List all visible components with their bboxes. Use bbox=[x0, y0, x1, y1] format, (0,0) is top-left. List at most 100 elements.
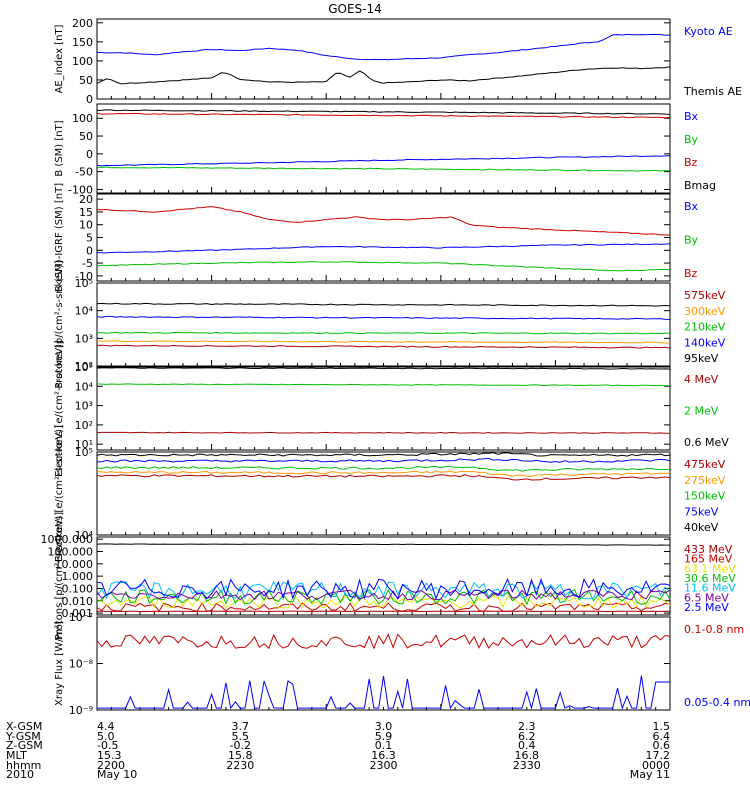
panel-5: 10¹ 10² 10³ 10⁴ 10⁵ Electrons [e/(cm²-s-sr-ke… bbox=[54, 340, 729, 477]
x-axis-row-label: MLT bbox=[6, 749, 27, 762]
series-line bbox=[96, 452, 671, 457]
y-tick-label: 0 bbox=[86, 93, 93, 106]
y-tick-label: 0 bbox=[86, 148, 93, 161]
panel-frame bbox=[96, 536, 671, 616]
series-line bbox=[96, 155, 671, 167]
y-tick-label: 10⁴ bbox=[75, 305, 94, 318]
panel-frame bbox=[96, 451, 671, 536]
y-axis-label: AE_index [nT] bbox=[54, 24, 65, 93]
panel-1: 0 50 100 150 200 AE_index [nT] Kyoto AE Themis … bbox=[54, 17, 742, 106]
y-tick-label: 10⁻⁹ bbox=[69, 704, 93, 717]
legend-label: Bx bbox=[684, 200, 699, 213]
legend-label: Bx bbox=[684, 110, 699, 123]
x-axis-value: 0.4 bbox=[518, 739, 536, 752]
series-line bbox=[96, 543, 670, 546]
x-axis-value: 2230 bbox=[226, 759, 254, 772]
x-axis-value: -0.2 bbox=[230, 739, 251, 752]
y-tick-label: 15 bbox=[79, 206, 93, 219]
legend-label: 165 MeV bbox=[684, 553, 733, 566]
x-axis-value: May 10 bbox=[97, 768, 137, 781]
y-axis-label: B (SM) [nT] bbox=[54, 120, 65, 176]
series-line bbox=[96, 594, 671, 609]
x-axis-value: 5.9 bbox=[375, 730, 393, 743]
legend-label: 6.5 MeV bbox=[684, 591, 729, 604]
legend-label: 95keV bbox=[684, 352, 719, 365]
series-line bbox=[96, 588, 671, 606]
series-line bbox=[96, 589, 671, 601]
series-line bbox=[96, 315, 671, 320]
panel-frame bbox=[96, 193, 671, 282]
legend-label: Bz bbox=[684, 267, 698, 280]
y-axis-label: Protons [p/(cm²-s-sr-keV)] bbox=[54, 512, 65, 640]
series-line bbox=[97, 33, 671, 61]
legend-label: 2.5 MeV bbox=[684, 601, 729, 614]
x-axis-value: 15.3 bbox=[97, 749, 122, 762]
x-axis-value: 5.5 bbox=[232, 730, 250, 743]
x-axis-value: 0.6 bbox=[653, 739, 671, 752]
series-line bbox=[97, 675, 670, 711]
y-tick-label: 10⁻⁸ bbox=[69, 658, 94, 671]
series-line bbox=[96, 206, 671, 236]
y-tick-label: 0 bbox=[86, 244, 93, 257]
legend-label: Bz bbox=[684, 156, 698, 169]
x-axis-value: 3.7 bbox=[232, 720, 250, 733]
legend-label: 150keV bbox=[684, 490, 726, 503]
y-tick-label: 10⁵ bbox=[75, 361, 93, 374]
series-line bbox=[96, 367, 671, 370]
panel-4: 10² 10³ 10⁴ 10⁵ Protons [p/(cm²-s-sr-keV)] 57… bbox=[54, 260, 726, 388]
y-axis-label: Electrons [e/(cm²-s-sr-keV)] bbox=[54, 340, 65, 477]
x-axis-value: 6.2 bbox=[518, 730, 536, 743]
legend-label: 11.6 MeV bbox=[684, 582, 736, 595]
x-axis-value: 1.5 bbox=[653, 720, 671, 733]
y-axis-label: B (SM)-IGRF (SM) [nT] bbox=[54, 183, 65, 292]
legend-label: 575keV bbox=[684, 289, 726, 302]
legend-label: 140keV bbox=[684, 336, 726, 349]
y-tick-label: 1.000 bbox=[62, 570, 94, 583]
legend-label: 475keV bbox=[684, 458, 726, 471]
legend-label: 210keV bbox=[684, 321, 726, 334]
series-line bbox=[96, 344, 671, 349]
legend-label: 40keV bbox=[684, 521, 719, 534]
y-tick-label: 10¹ bbox=[75, 438, 93, 451]
x-axis-value: 16.3 bbox=[371, 749, 396, 762]
legend-label: By bbox=[684, 133, 699, 146]
panel-2: -100 -50 0 50 100 B (SM) [nT] Bx By Bz Bmag bbox=[54, 103, 716, 196]
x-axis-value: 17.2 bbox=[646, 749, 671, 762]
y-tick-label: -100 bbox=[68, 183, 93, 196]
legend-label: 4 MeV bbox=[684, 373, 719, 386]
y-tick-label: -5 bbox=[82, 257, 93, 270]
series-line bbox=[96, 431, 671, 434]
legend-label: 300keV bbox=[684, 305, 726, 318]
y-tick-label: 20 bbox=[79, 193, 93, 206]
y-tick-label: 100.000 bbox=[48, 545, 94, 558]
y-tick-label: 50 bbox=[79, 74, 93, 87]
x-axis-value: 3.0 bbox=[375, 720, 393, 733]
series-line bbox=[96, 465, 671, 472]
plot-title: GOES-14 bbox=[328, 2, 382, 16]
panel-6: 10⁴ 10⁵ Electrons [e/(cm²-s-sr-keV)] 475keV… bbox=[54, 425, 726, 562]
series-line bbox=[96, 166, 671, 172]
y-tick-label: 10 bbox=[79, 219, 93, 232]
legend-label: 0.6 MeV bbox=[684, 436, 729, 449]
y-tick-label: 100 bbox=[72, 112, 93, 125]
y-tick-label: 0.100 bbox=[62, 582, 94, 595]
y-axis-label: Electrons [e/(cm²-s-sr-keV)] bbox=[54, 425, 65, 562]
series-line bbox=[96, 340, 671, 344]
panel-7: 0.0010.0100.1001.00010.000100.0001000.00… bbox=[41, 512, 737, 640]
series-line bbox=[96, 457, 671, 463]
x-axis-value: 5.0 bbox=[97, 730, 115, 743]
y-axis-label: Protons [p/(cm²-s-sr-keV)] bbox=[54, 260, 65, 388]
series-line bbox=[96, 302, 671, 307]
y-tick-label: 10⁴ bbox=[75, 529, 94, 542]
legend-label: 75keV bbox=[684, 505, 719, 518]
legend-label: Bmag bbox=[684, 179, 716, 192]
x-axis-row-label: Y-GSM bbox=[5, 730, 41, 743]
panel-frame bbox=[96, 282, 671, 367]
series-line bbox=[96, 261, 671, 272]
series-line bbox=[96, 243, 671, 254]
y-tick-label: 10³ bbox=[75, 332, 93, 345]
y-tick-label: 10⁵ bbox=[75, 277, 93, 290]
x-axis-value: 2200 bbox=[97, 759, 125, 772]
